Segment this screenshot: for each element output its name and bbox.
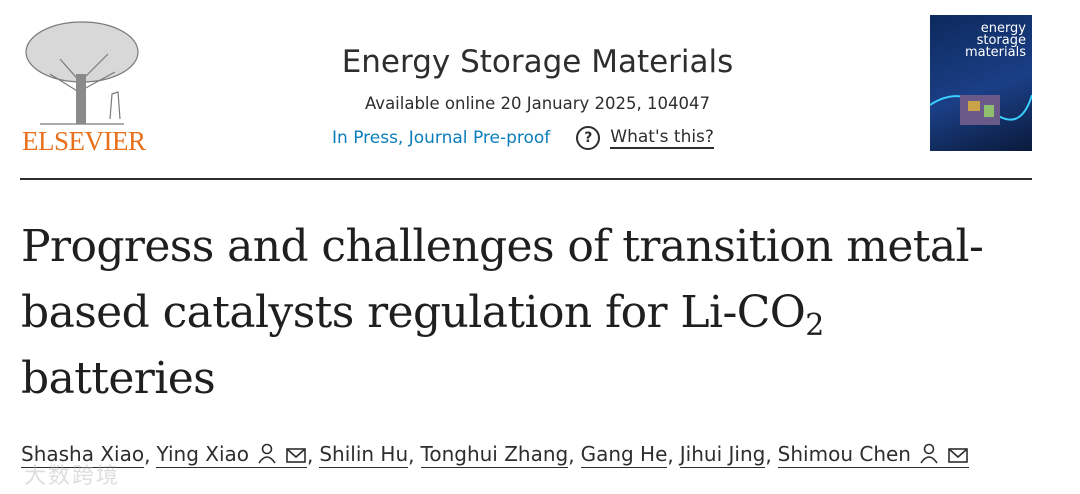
divider: [20, 178, 1032, 180]
status-links: In Press, Journal Pre-proof ? What's thi…: [332, 126, 714, 150]
help-link[interactable]: ? What's this?: [576, 126, 714, 150]
author[interactable]: Shimou Chen: [777, 442, 969, 468]
author-separator: ,: [408, 443, 415, 467]
author-separator: ,: [568, 443, 575, 467]
title-line: Progress and challenges of transition me…: [21, 221, 984, 272]
publisher-name: ELSEVIER: [22, 126, 146, 156]
author-name[interactable]: Gang He: [580, 442, 668, 466]
cover-title: energy storage materials: [964, 21, 1026, 60]
author[interactable]: Ying Xiao: [156, 442, 307, 468]
contact-icons[interactable]: [919, 443, 969, 465]
cover-title-line: materials: [964, 45, 1026, 60]
article-title: Progress and challenges of transition me…: [21, 214, 984, 412]
author-name[interactable]: Jihui Jing: [679, 442, 766, 466]
author-name[interactable]: Shasha Xiao: [21, 442, 145, 466]
contact-icons[interactable]: [257, 443, 307, 465]
help-icon: ?: [576, 126, 601, 150]
help-text[interactable]: What's this?: [610, 127, 714, 149]
title-line: batteries: [21, 353, 216, 404]
journal-name[interactable]: Energy Storage Materials: [341, 44, 734, 80]
author[interactable]: Shilin Hu: [319, 442, 409, 468]
status-link[interactable]: In Press, Journal Pre-proof: [332, 128, 551, 148]
title-line: based catalysts regulation for Li-CO2: [21, 280, 983, 346]
author-list: Shasha Xiao, Ying Xiao, Shilin Hu, Tonghui …: [21, 442, 969, 468]
availability: Available online 20 January 2025, 104047: [364, 94, 710, 113]
author-separator: ,: [144, 443, 151, 467]
author-separator: ,: [307, 443, 314, 467]
author[interactable]: Tonghui Zhang: [420, 442, 569, 468]
author-separator: ,: [765, 443, 772, 467]
title-text: based catalysts regulation for Li-CO: [21, 287, 806, 338]
author[interactable]: Gang He: [580, 442, 668, 468]
journal-cover[interactable]: energy storage materials: [930, 15, 1032, 151]
author[interactable]: Jihui Jing: [679, 442, 766, 468]
author-name[interactable]: Ying Xiao: [156, 442, 249, 466]
title-subscript: 2: [805, 308, 824, 343]
watermark: 大数跨境: [24, 464, 121, 489]
author-name[interactable]: Shimou Chen: [777, 442, 911, 466]
cover-title-line: storage: [976, 33, 1026, 48]
cover-art: [930, 94, 1032, 125]
author-name[interactable]: Tonghui Zhang: [420, 442, 569, 466]
author-separator: ,: [667, 443, 674, 467]
cover-title-line: energy: [980, 21, 1026, 36]
publisher-logo: [25, 21, 139, 125]
author-name[interactable]: Shilin Hu: [319, 442, 409, 466]
author[interactable]: Shasha Xiao: [21, 442, 145, 468]
